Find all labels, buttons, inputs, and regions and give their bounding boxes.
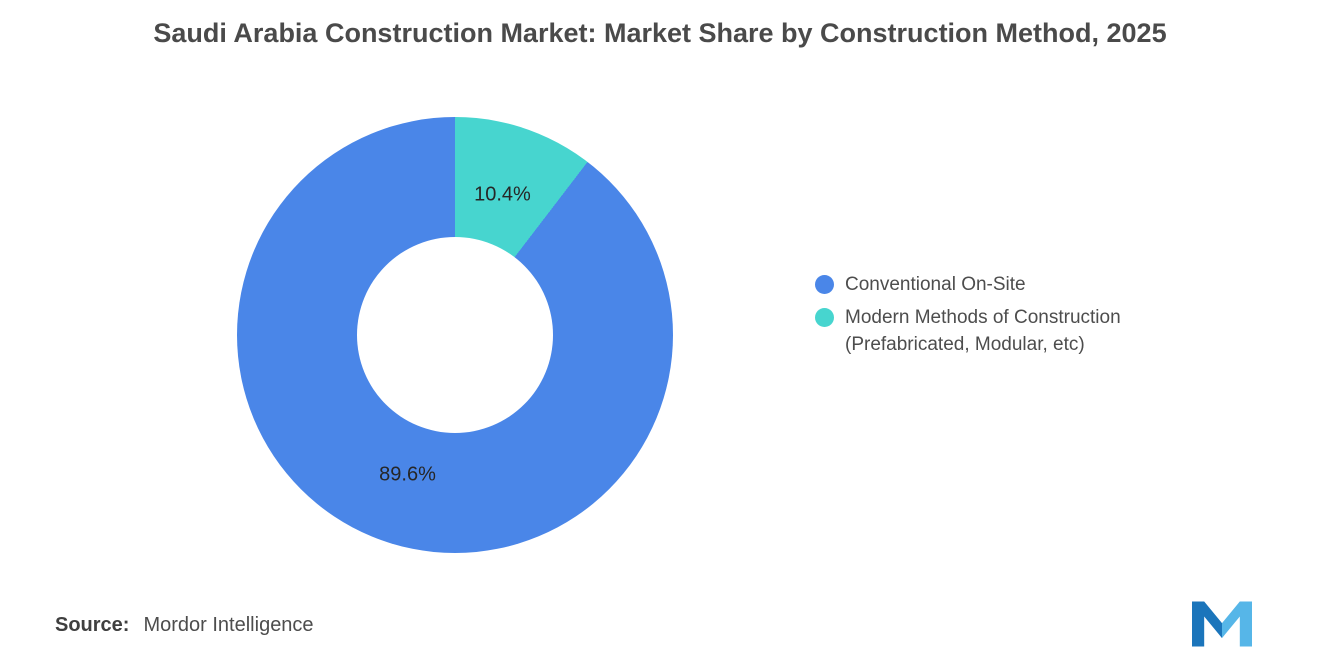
source-value: Mordor Intelligence [143, 614, 314, 636]
legend-label-conventional-on-site: Conventional On-Site [845, 274, 1026, 295]
legend-sublabel-modern-methods: (Prefabricated, Modular, etc) [845, 334, 1085, 355]
legend-swatch-modern-icon [815, 308, 834, 327]
source-label: Source: [55, 614, 130, 636]
donut-hole [357, 237, 553, 433]
legend-label-modern-methods: Modern Methods of Construction [845, 307, 1121, 328]
source-line: Source: Mordor Intelligence [55, 614, 314, 637]
legend-item-conventional-on-site: Conventional On-Site [815, 271, 1121, 298]
chart-title: Saudi Arabia Construction Market: Market… [153, 18, 1167, 48]
legend-item-modern-methods: Modern Methods of Construction (Prefabri… [815, 304, 1121, 358]
legend-swatch-conventional-icon [815, 275, 834, 294]
slice-label-conventional-on-site: 89.6% [379, 463, 436, 486]
chart-legend: Conventional On-Site Modern Methods of C… [815, 271, 1121, 364]
donut-chart: 89.6% 10.4% [237, 117, 673, 553]
mordor-intelligence-logo [1192, 601, 1252, 647]
slice-label-modern-methods: 10.4% [474, 183, 531, 206]
legend-label-modern-methods-block: Modern Methods of Construction (Prefabri… [845, 304, 1121, 358]
